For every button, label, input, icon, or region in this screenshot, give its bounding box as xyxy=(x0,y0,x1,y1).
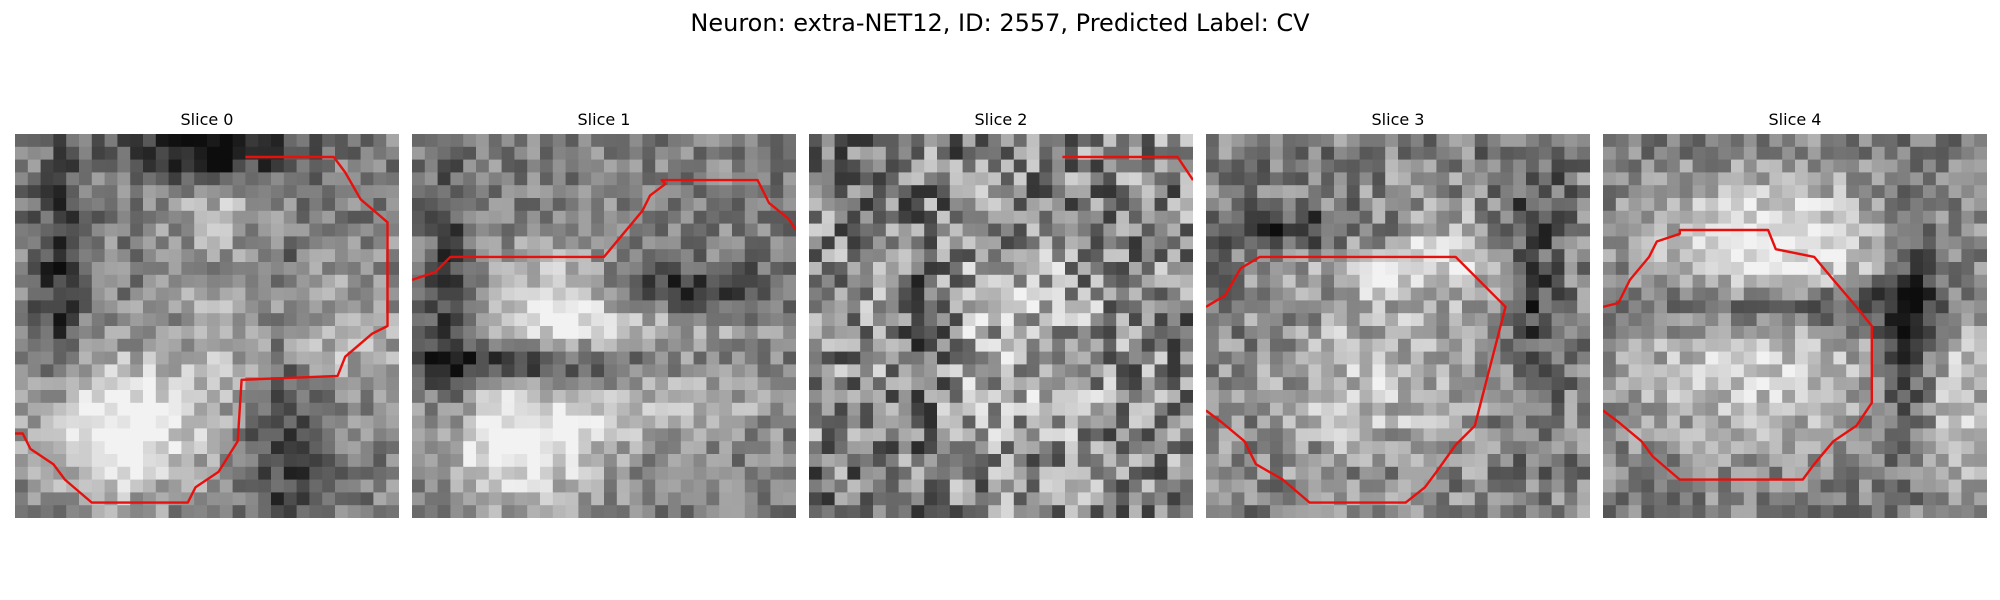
slice-image xyxy=(1206,134,1590,518)
slice-image xyxy=(15,134,399,518)
segmentation-contour xyxy=(1062,155,1193,181)
slice-panel-3: Slice 3 xyxy=(1206,108,1590,518)
slice-title: Slice 3 xyxy=(1371,110,1425,129)
segmentation-contour xyxy=(15,155,389,504)
slice-image xyxy=(412,134,796,518)
pixel-grid xyxy=(412,134,796,518)
slice-title: Slice 4 xyxy=(1768,110,1822,129)
slice-title: Slice 1 xyxy=(577,110,631,129)
figure-title: Neuron: extra-NET12, ID: 2557, Predicted… xyxy=(690,9,1310,37)
segmentation-contour xyxy=(1603,228,1873,481)
segmentation-contour xyxy=(1206,255,1507,504)
pixel-grid xyxy=(1603,134,1987,518)
pixel-grid xyxy=(809,134,1193,518)
slice-panel-0: Slice 0 xyxy=(15,108,399,518)
slice-title: Slice 0 xyxy=(180,110,234,129)
slice-image xyxy=(1603,134,1987,518)
pixel-grid xyxy=(1206,134,1590,518)
slice-panel-2: Slice 2 xyxy=(809,108,1193,518)
segmentation-contour xyxy=(412,178,796,282)
slice-panel-1: Slice 1 xyxy=(412,108,796,518)
slice-title: Slice 2 xyxy=(974,110,1028,129)
slice-panel-4: Slice 4 xyxy=(1603,108,1987,518)
pixel-grid xyxy=(15,134,399,518)
slice-image xyxy=(809,134,1193,518)
